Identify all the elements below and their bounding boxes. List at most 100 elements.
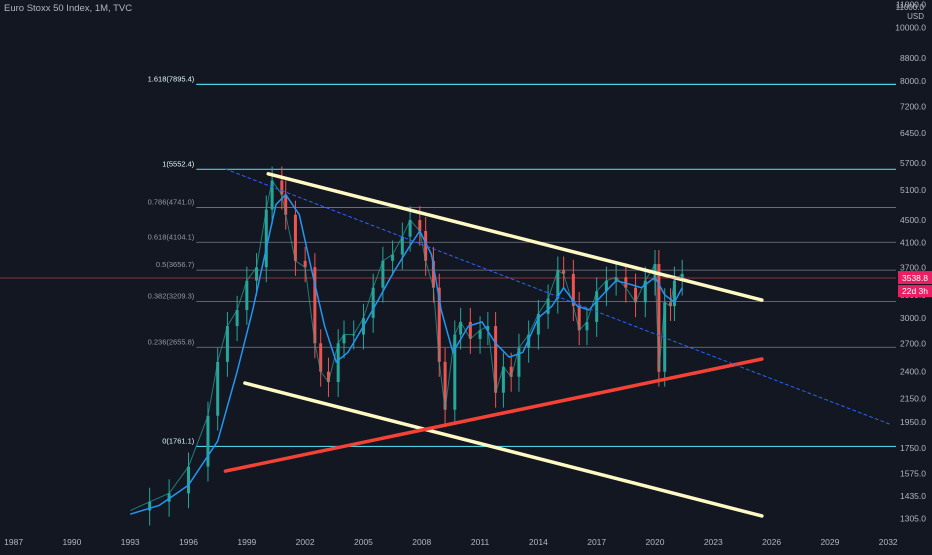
candle-body: [264, 209, 268, 268]
x-tick-label: 2014: [529, 537, 548, 547]
y-tick-label: 5700.0: [900, 158, 926, 168]
candle-body: [293, 214, 297, 261]
y-tick-label: 3700.0: [900, 262, 926, 272]
candle-body: [303, 260, 307, 268]
y-tick-label: 3000.0: [900, 313, 926, 323]
y-tick-label: 6450.0: [900, 128, 926, 138]
candle-body: [206, 415, 210, 467]
y-tick-label: 8000.0: [900, 76, 926, 86]
fib-level-label: 1(5552.4): [162, 159, 195, 168]
axis-top-value: 11000.0: [895, 3, 924, 12]
fib-level-label: 0.618(4104.1): [148, 232, 195, 241]
candle-body: [319, 343, 323, 372]
last-price-badge: [898, 271, 932, 285]
candle-body: [424, 231, 428, 261]
candle-body: [634, 287, 638, 303]
candle-body: [468, 321, 472, 339]
trendline-upper-resistance: [266, 172, 764, 302]
candle-body: [418, 220, 422, 232]
y-tick-label: 10000.0: [895, 22, 926, 32]
candle-body: [453, 334, 457, 410]
x-tick-label: 2002: [296, 537, 315, 547]
y-tick-label: 5100.0: [900, 185, 926, 195]
candle-body: [494, 326, 498, 393]
symbol-title: Euro Stoxx 50 Index, 1M, TVC: [4, 3, 133, 14]
candle-body: [381, 260, 385, 288]
y-tick-label: 7200.0: [900, 102, 926, 112]
trendline-rising-support: [223, 357, 764, 473]
y-tick-label: 2150.0: [900, 393, 926, 403]
candle-body: [225, 326, 229, 362]
y-tick-label: 4100.0: [900, 237, 926, 247]
countdown-badge: [898, 285, 932, 298]
candle-body: [536, 313, 540, 335]
axis-unit-label: 11000.0 USD: [896, 3, 924, 21]
y-tick-label: 2700.0: [900, 338, 926, 348]
bar-countdown: 22d 3h: [902, 286, 928, 296]
candle-body: [280, 180, 284, 195]
candle-body: [313, 267, 317, 344]
x-tick-label: 2026: [762, 537, 781, 547]
candle-body: [643, 280, 647, 303]
x-tick-label: 2020: [646, 537, 665, 547]
moving-average-line: [129, 193, 683, 515]
candle-body: [614, 277, 618, 281]
candle-body: [562, 270, 566, 274]
candle-body: [400, 236, 404, 255]
candle-body: [657, 264, 661, 372]
fib-level-label: 0.786(4741.0): [148, 197, 195, 206]
candle-body: [672, 280, 676, 307]
x-tick-label: 2005: [354, 537, 373, 547]
candle-body: [431, 260, 435, 288]
trendline-dotted-trend: [224, 168, 891, 425]
candle-body: [371, 287, 375, 318]
candle-body: [571, 273, 575, 307]
x-tick-label: 1990: [62, 537, 81, 547]
candle-body: [577, 306, 581, 331]
x-tick-label: 2032: [879, 537, 898, 547]
fib-level-label: 0.5(3656.7): [156, 260, 195, 269]
candle-body: [509, 366, 513, 377]
candle-body: [336, 343, 340, 382]
price-line: [129, 179, 683, 512]
y-tick-label: 11000.0: [896, 0, 926, 9]
candle-body: [459, 321, 463, 335]
candle-body: [352, 334, 356, 336]
candle-body: [342, 334, 346, 344]
x-tick-label: 2008: [412, 537, 431, 547]
candle-body: [216, 361, 220, 416]
fib-level-label: 0.236(2655.8): [148, 337, 195, 346]
candle-body: [437, 287, 441, 362]
candle-body: [478, 330, 482, 339]
candle-body: [680, 273, 684, 281]
y-tick-label: 1950.0: [900, 417, 926, 427]
x-tick-label: 2023: [704, 537, 723, 547]
candle-body: [501, 366, 505, 393]
candle-body: [391, 254, 395, 261]
trendline-lower-channel: [243, 381, 764, 518]
candle-body: [326, 371, 330, 382]
y-tick-label: 8800.0: [900, 53, 926, 63]
fib-level-label: 1.618(7895.4): [148, 74, 195, 83]
candle-body: [148, 501, 152, 511]
candle-body: [245, 280, 249, 310]
fib-level-label: 0.382(3209.3): [148, 292, 195, 301]
candle-body: [443, 361, 447, 410]
x-tick-label: 2011: [471, 537, 490, 547]
x-tick-label: 1987: [4, 537, 23, 547]
x-tick-label: 1999: [237, 537, 256, 547]
candle-body: [270, 180, 274, 210]
candle-body: [546, 298, 550, 314]
candle-body: [284, 194, 288, 215]
candle-body: [595, 291, 599, 322]
x-tick-label: 1993: [121, 537, 140, 547]
currency-label: USD: [907, 12, 924, 21]
x-tick-label: 2017: [587, 537, 606, 547]
candle-body: [167, 493, 171, 502]
y-tick-label: 2400.0: [900, 367, 926, 377]
candle-body: [235, 309, 239, 327]
y-tick-label: 1435.0: [900, 491, 926, 501]
candle-body: [187, 466, 191, 494]
